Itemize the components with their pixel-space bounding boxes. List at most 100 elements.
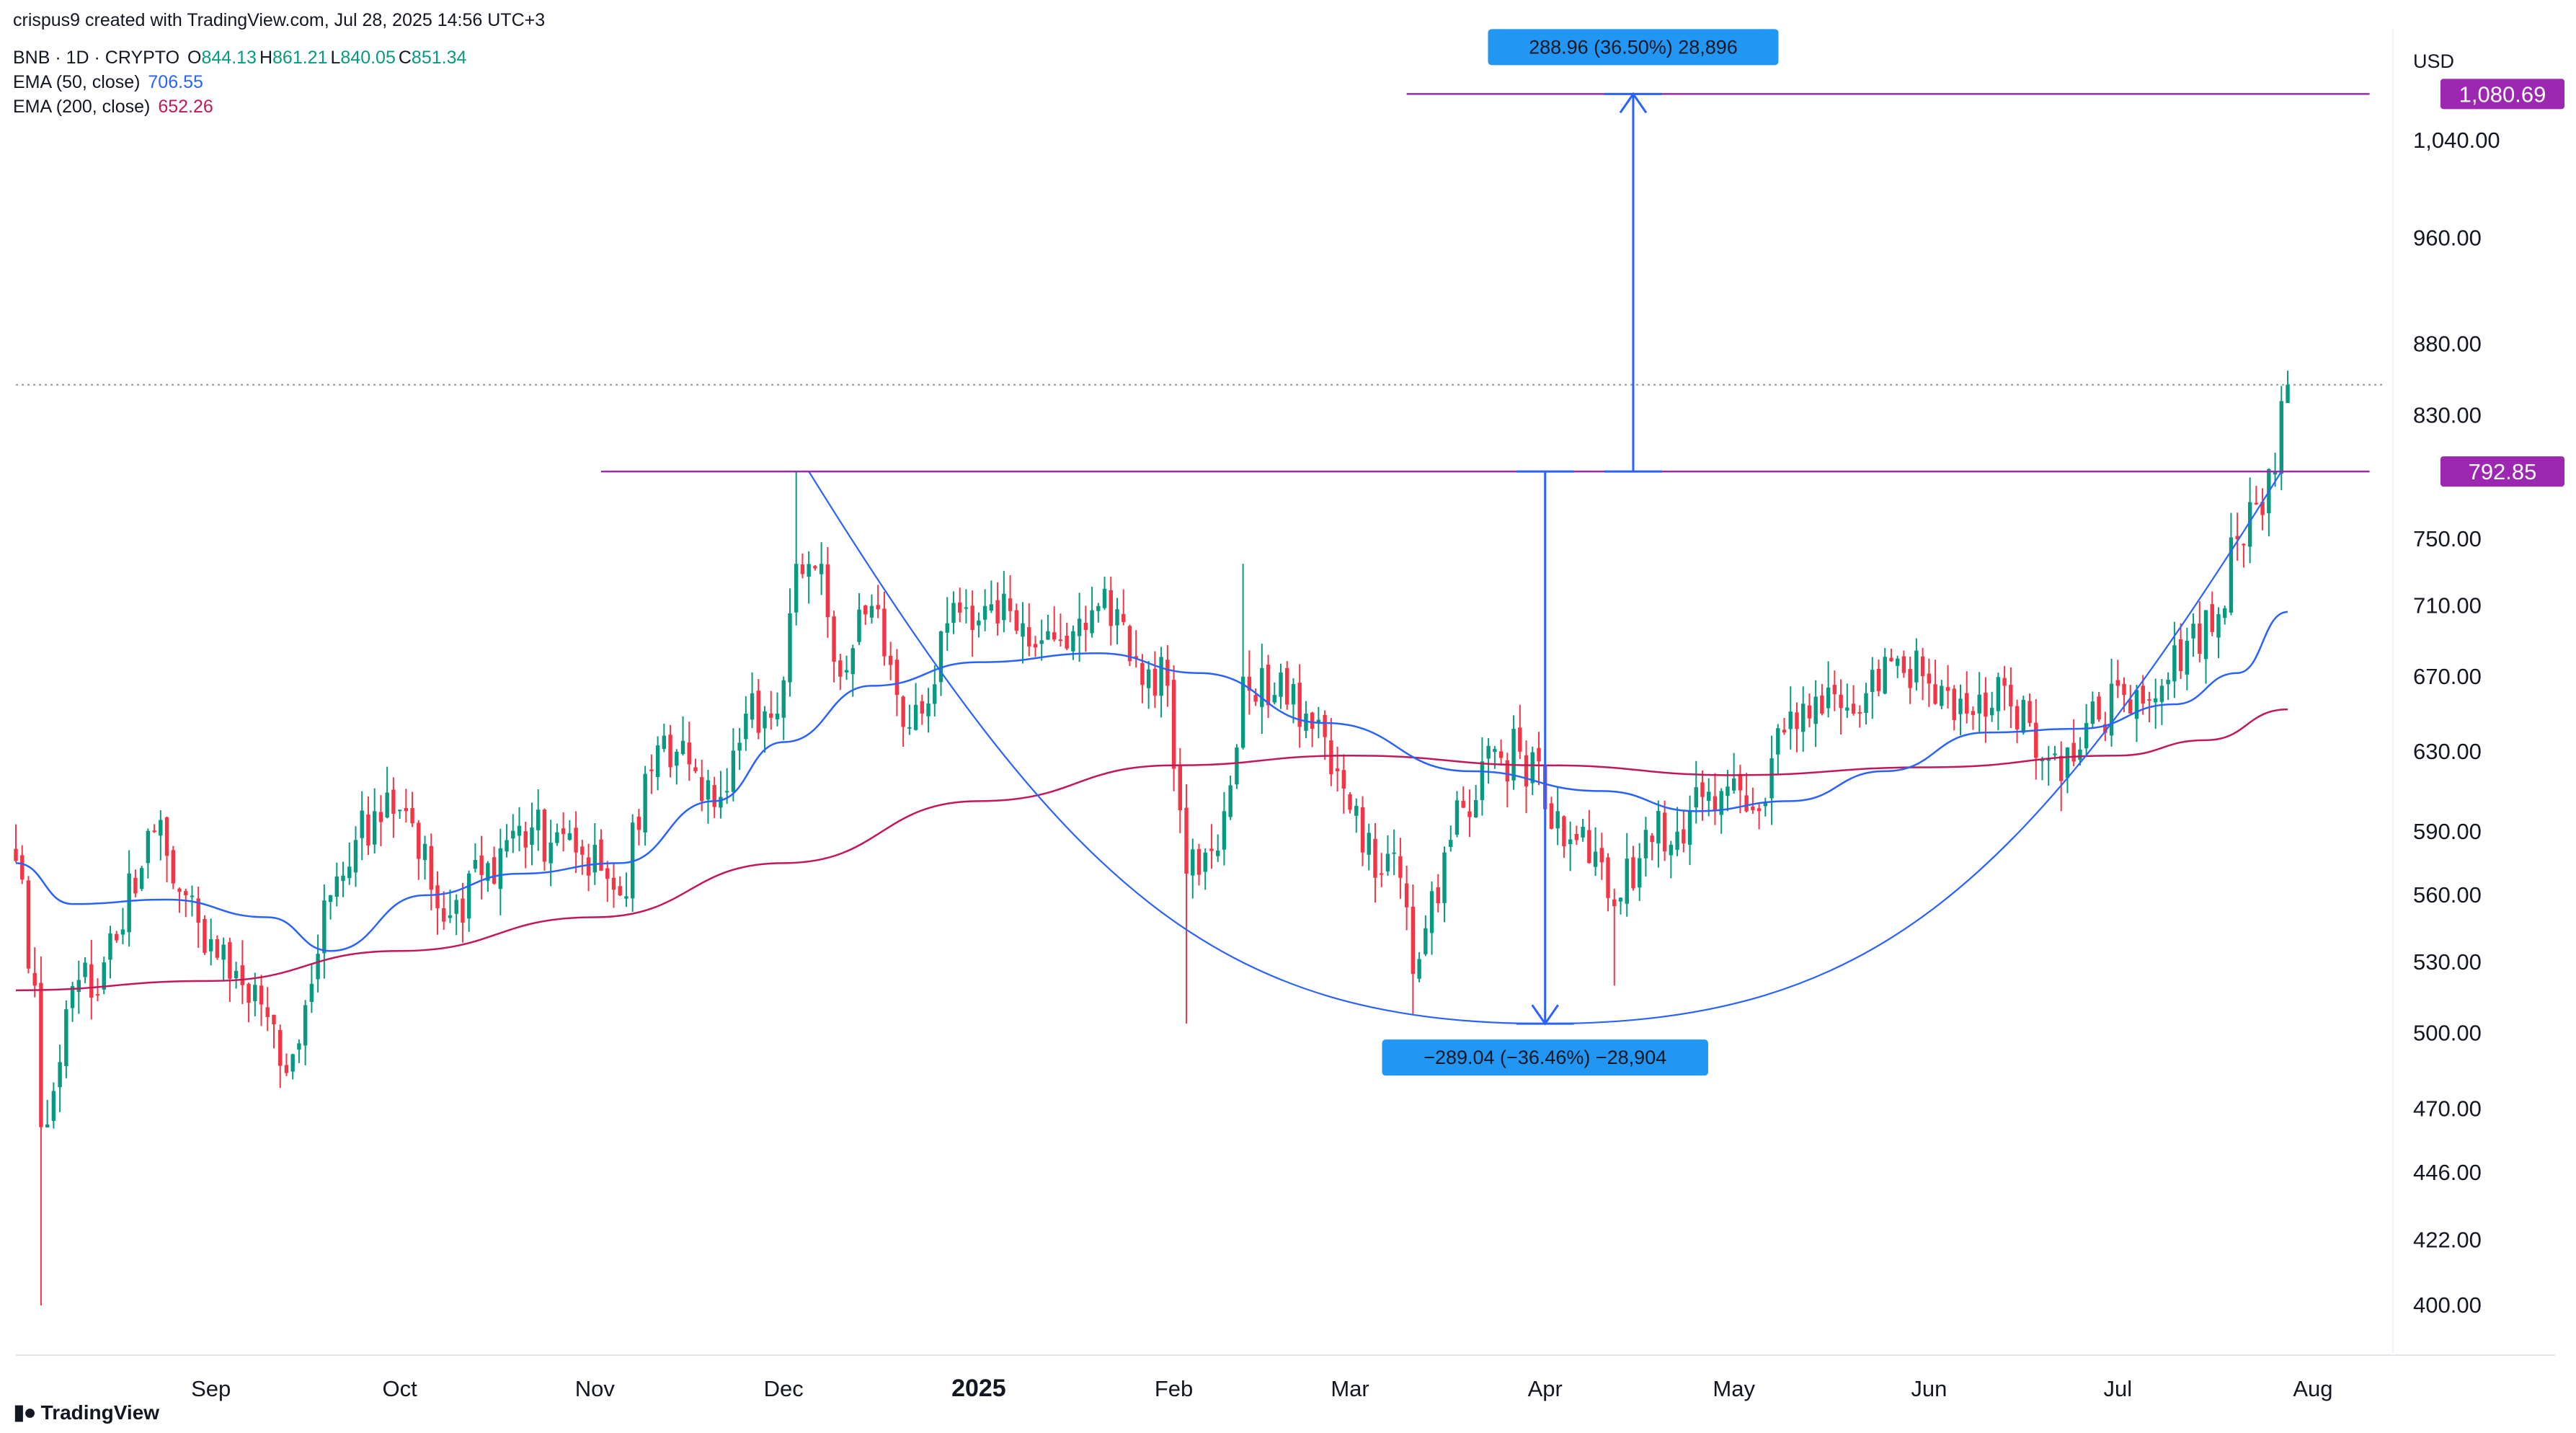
candle[interactable] — [1385, 835, 1390, 876]
candle[interactable] — [2242, 543, 2246, 568]
candle[interactable] — [2159, 678, 2164, 725]
candle[interactable] — [1751, 787, 1755, 815]
candle[interactable] — [1191, 838, 1195, 899]
candle[interactable] — [1442, 846, 1447, 923]
candle[interactable] — [2198, 601, 2202, 662]
candle[interactable] — [1279, 663, 1283, 709]
candle[interactable] — [630, 814, 635, 913]
candle[interactable] — [164, 816, 169, 882]
candle[interactable] — [693, 758, 698, 773]
candle[interactable] — [1247, 650, 1252, 715]
candle[interactable] — [2286, 371, 2290, 404]
candle[interactable] — [706, 770, 711, 824]
candle[interactable] — [498, 828, 503, 915]
candle[interactable] — [247, 982, 251, 1023]
candle[interactable] — [479, 835, 484, 900]
candle[interactable] — [89, 939, 94, 1020]
candle[interactable] — [819, 542, 824, 595]
candle[interactable] — [1901, 650, 1906, 678]
candle[interactable] — [1285, 661, 1289, 710]
candle[interactable] — [542, 808, 547, 871]
candle[interactable] — [127, 850, 131, 947]
candle[interactable] — [171, 846, 175, 889]
candle[interactable] — [1171, 665, 1176, 791]
candle[interactable] — [775, 692, 780, 727]
candle[interactable] — [1165, 645, 1170, 707]
candle[interactable] — [1297, 664, 1302, 748]
candle[interactable] — [744, 696, 748, 751]
candle[interactable] — [1631, 846, 1635, 891]
candle[interactable] — [1240, 564, 1245, 750]
candle[interactable] — [933, 665, 937, 717]
candle[interactable] — [1511, 715, 1516, 790]
candle[interactable] — [2178, 623, 2183, 680]
candle[interactable] — [1530, 746, 1535, 796]
candle[interactable] — [977, 612, 981, 638]
ema200-legend-row[interactable]: EMA (200, close) 652.26 — [13, 97, 216, 117]
candle[interactable] — [643, 766, 647, 846]
candle[interactable] — [1398, 838, 1403, 899]
candle[interactable] — [1801, 686, 1806, 752]
candle[interactable] — [461, 882, 465, 943]
candle[interactable] — [844, 655, 849, 680]
candle[interactable] — [1820, 683, 1824, 716]
candle[interactable] — [2109, 658, 2114, 747]
candle[interactable] — [1329, 717, 1333, 786]
candle[interactable] — [680, 716, 685, 756]
candle[interactable] — [1260, 644, 1264, 735]
candle[interactable] — [1424, 915, 1428, 957]
candle[interactable] — [1392, 829, 1396, 875]
candle[interactable] — [1152, 651, 1158, 709]
candle[interactable] — [655, 736, 660, 791]
candle[interactable] — [2267, 468, 2271, 536]
candle[interactable] — [234, 962, 239, 989]
candle[interactable] — [1920, 647, 1925, 701]
candle[interactable] — [920, 694, 925, 725]
candle[interactable] — [1562, 815, 1566, 859]
candle[interactable] — [1228, 776, 1233, 820]
candle[interactable] — [548, 820, 553, 887]
candle[interactable] — [938, 630, 943, 696]
candle[interactable] — [1429, 881, 1434, 955]
candle[interactable] — [567, 820, 572, 841]
candle[interactable] — [1127, 624, 1132, 667]
candle[interactable] — [618, 876, 622, 897]
candle[interactable] — [523, 822, 528, 869]
candle[interactable] — [2216, 607, 2221, 659]
candle[interactable] — [2090, 691, 2095, 729]
candle[interactable] — [203, 915, 207, 955]
candle[interactable] — [511, 814, 515, 853]
candle[interactable] — [1021, 602, 1025, 664]
candle[interactable] — [769, 691, 773, 730]
candle[interactable] — [1851, 685, 1856, 716]
candle[interactable] — [2223, 605, 2227, 625]
candle[interactable] — [1682, 810, 1686, 853]
candle[interactable] — [397, 809, 402, 820]
candle[interactable] — [1895, 655, 1900, 678]
candle[interactable] — [1083, 605, 1088, 652]
candle[interactable] — [240, 940, 245, 1004]
candle[interactable] — [825, 546, 830, 638]
candle[interactable] — [1587, 809, 1591, 864]
candle[interactable] — [1373, 822, 1377, 903]
candle[interactable] — [945, 597, 949, 651]
candle[interactable] — [2191, 613, 2195, 657]
candle[interactable] — [1380, 853, 1384, 887]
candle[interactable] — [347, 842, 352, 885]
candle[interactable] — [1310, 711, 1315, 747]
candle[interactable] — [366, 797, 370, 855]
candle[interactable] — [1115, 598, 1119, 644]
candle[interactable] — [133, 869, 138, 897]
candle[interactable] — [253, 972, 257, 1016]
candle[interactable] — [297, 1039, 301, 1063]
candle[interactable] — [1832, 670, 1837, 711]
candle[interactable] — [385, 766, 389, 819]
candle[interactable] — [184, 888, 188, 918]
candle[interactable] — [605, 861, 610, 902]
candle[interactable] — [1669, 840, 1674, 879]
candle[interactable] — [888, 642, 893, 680]
measure-tool[interactable]: 288.96 (36.50%) 28,896 — [1488, 29, 1779, 473]
candle[interactable] — [272, 1014, 276, 1049]
candle[interactable] — [1889, 648, 1893, 662]
